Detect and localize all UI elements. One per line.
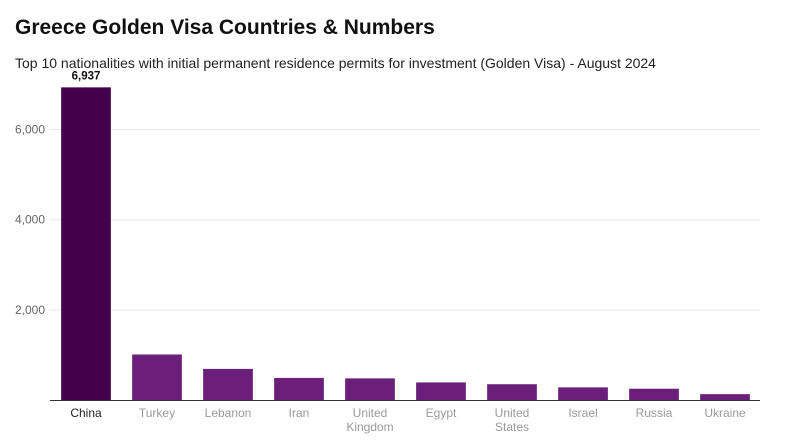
bar-turkey xyxy=(132,354,182,400)
bar-russia xyxy=(629,388,679,400)
gridlines xyxy=(50,129,760,401)
y-tick-label: 6,000 xyxy=(15,123,45,137)
bar-ukraine xyxy=(700,394,750,400)
x-tick-label: Iran xyxy=(289,406,310,420)
x-tick-label: Israel xyxy=(568,406,597,420)
bar-china xyxy=(61,87,111,400)
chart-title: Greece Golden Visa Countries & Numbers xyxy=(15,16,435,39)
x-tick-label: Russia xyxy=(636,406,673,420)
x-tick-label: United States xyxy=(495,406,530,434)
bar-israel xyxy=(558,387,608,400)
y-tick-label: 2,000 xyxy=(15,303,45,317)
data-label: 6,937 xyxy=(72,70,101,82)
data-labels: 6,937 xyxy=(72,70,101,82)
bar-united-states xyxy=(487,384,537,400)
bar-egypt xyxy=(416,382,466,400)
bars xyxy=(61,87,750,400)
bar-lebanon xyxy=(203,368,253,400)
x-tick-label: United Kingdom xyxy=(346,406,393,434)
x-tick-label: Turkey xyxy=(139,406,175,420)
x-tick-label: Egypt xyxy=(426,406,457,420)
x-tick-label: Lebanon xyxy=(205,406,252,420)
y-tick-label: 4,000 xyxy=(15,213,45,227)
x-tick-label: Ukraine xyxy=(704,406,746,420)
chart-subtitle: Top 10 nationalities with initial perman… xyxy=(15,55,656,71)
x-axis-labels: China Turkey Lebanon Iran United Kingdom Egypt… xyxy=(70,406,746,434)
x-tick-label: China xyxy=(70,406,102,420)
bar-iran xyxy=(274,377,324,400)
bar-united-kingdom xyxy=(345,378,395,400)
y-axis-labels: 2,000 4,000 6,000 xyxy=(15,123,45,317)
